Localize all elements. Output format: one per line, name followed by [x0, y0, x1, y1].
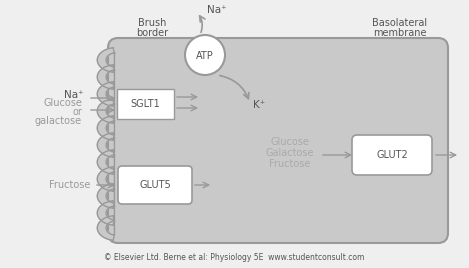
FancyBboxPatch shape [352, 135, 432, 175]
Polygon shape [97, 201, 114, 225]
Text: Na⁺: Na⁺ [64, 90, 84, 100]
Text: membrane: membrane [373, 28, 427, 38]
Text: Fructose: Fructose [269, 159, 310, 169]
Text: Brush: Brush [138, 18, 166, 28]
Text: Basolateral: Basolateral [372, 18, 428, 28]
Text: Glucose: Glucose [43, 98, 82, 108]
Text: GLUT5: GLUT5 [139, 180, 171, 190]
Text: © Elsevier Ltd. Berne et al: Physiology 5E  www.studentconsult.com: © Elsevier Ltd. Berne et al: Physiology … [104, 254, 364, 262]
Text: border: border [136, 28, 168, 38]
Polygon shape [97, 216, 114, 240]
Text: GLUT2: GLUT2 [376, 150, 408, 160]
FancyBboxPatch shape [108, 38, 448, 243]
FancyBboxPatch shape [117, 89, 174, 119]
Circle shape [185, 35, 225, 75]
Text: Glucose: Glucose [271, 137, 310, 147]
Polygon shape [97, 99, 114, 123]
Polygon shape [97, 184, 114, 208]
Text: Fructose: Fructose [49, 180, 90, 190]
Polygon shape [97, 167, 114, 191]
Text: Na⁺: Na⁺ [207, 5, 227, 15]
Text: Galactose: Galactose [266, 148, 314, 158]
Text: K⁺: K⁺ [253, 100, 265, 110]
Polygon shape [97, 116, 114, 140]
Polygon shape [97, 48, 114, 72]
Text: galactose: galactose [35, 116, 82, 126]
Polygon shape [97, 133, 114, 157]
Polygon shape [97, 82, 114, 106]
Text: ATP: ATP [196, 51, 214, 61]
FancyBboxPatch shape [118, 166, 192, 204]
Polygon shape [97, 65, 114, 89]
Text: or: or [72, 107, 82, 117]
Polygon shape [97, 150, 114, 174]
Text: SGLT1: SGLT1 [131, 99, 160, 109]
